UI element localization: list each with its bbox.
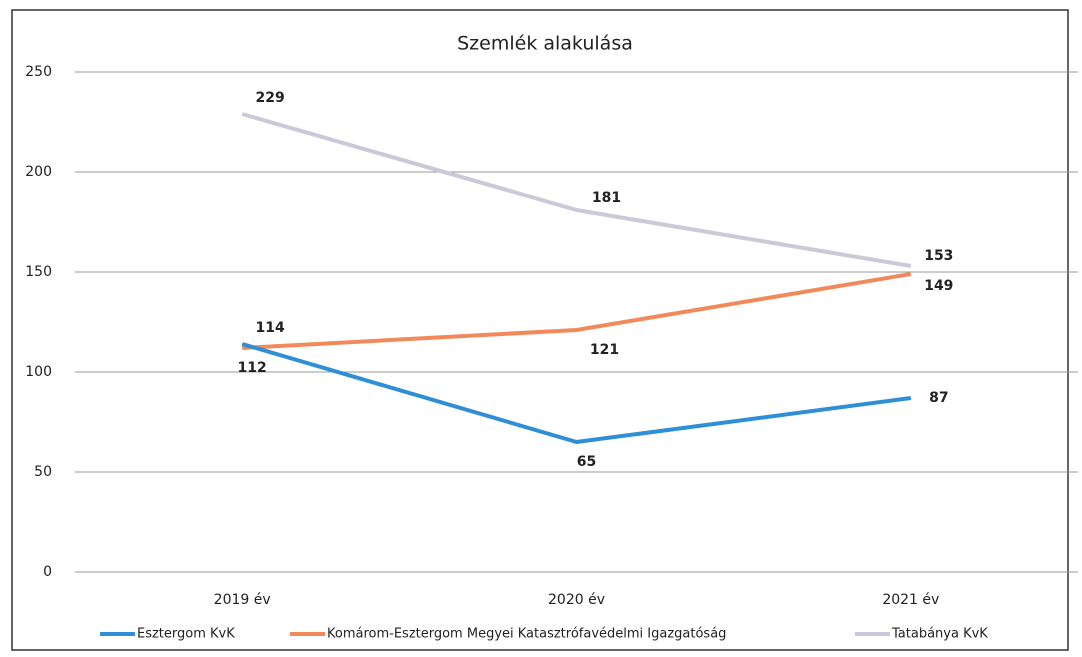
legend-label: Komárom-Esztergom Megyei Katasztrófavéde… [327, 627, 726, 642]
series-line [241, 112, 912, 268]
y-tick-label: 50 [34, 464, 52, 480]
data-label: 153 [924, 248, 953, 264]
data-label: 149 [924, 278, 953, 294]
x-tick-label: 2019 év [214, 592, 271, 608]
legend-label: Tatabánya KvK [891, 627, 988, 642]
data-label: 121 [590, 342, 619, 358]
y-tick-label: 100 [25, 364, 52, 380]
y-tick-label: 250 [25, 64, 52, 80]
data-label: 112 [238, 360, 267, 376]
y-tick-label: 150 [25, 264, 52, 280]
data-label: 87 [929, 390, 948, 406]
x-tick-label: 2021 év [882, 592, 939, 608]
y-tick-label: 200 [25, 164, 52, 180]
series-line [241, 342, 912, 444]
data-label: 229 [256, 90, 285, 106]
data-label: 114 [256, 320, 285, 336]
data-label: 181 [592, 190, 621, 206]
chart-title: Szemlék alakulása [457, 33, 633, 55]
legend-label: Esztergom KvK [137, 627, 235, 642]
y-tick-label: 0 [43, 564, 52, 580]
x-tick-label: 2020 év [548, 592, 605, 608]
data-label: 65 [577, 454, 596, 470]
series-line [242, 272, 912, 350]
